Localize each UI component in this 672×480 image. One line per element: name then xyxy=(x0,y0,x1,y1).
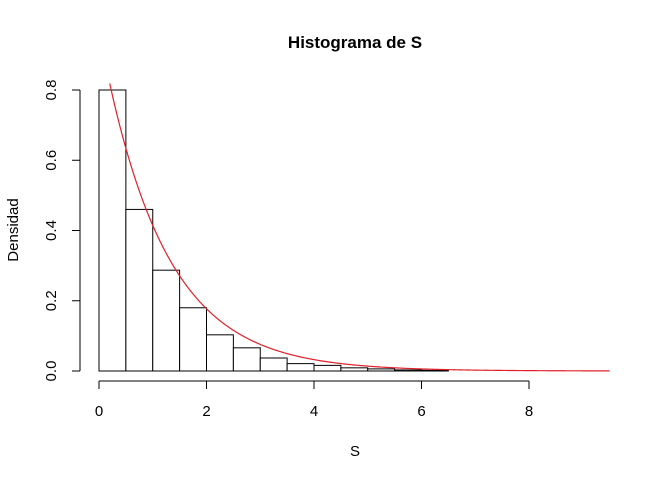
x-tick-label: 8 xyxy=(525,403,533,420)
y-axis-label: Densidad xyxy=(5,198,22,261)
histogram-bar xyxy=(259,357,288,372)
y-tick-label: 0.2 xyxy=(43,290,60,311)
density-curve-layer xyxy=(109,83,610,372)
histogram-bar xyxy=(367,368,396,372)
density-curve xyxy=(109,83,610,372)
histogram-bar xyxy=(286,363,315,372)
y-axis: 0.0 0.2 0.4 0.6 0.8 xyxy=(43,80,81,382)
x-tick-label: 0 xyxy=(95,403,103,420)
histogram-bars xyxy=(98,89,449,372)
chart-title: Histograma de S xyxy=(288,33,422,52)
histogram-bar xyxy=(340,367,369,372)
y-tick-label: 0.4 xyxy=(43,220,60,241)
histogram-bar xyxy=(98,89,127,372)
histogram-bar xyxy=(179,307,207,372)
histogram-bar xyxy=(394,369,422,372)
histogram-bar xyxy=(152,269,181,372)
histogram-bar xyxy=(313,364,342,372)
histogram-bar xyxy=(232,347,261,372)
x-tick-label: 4 xyxy=(310,403,318,420)
x-axis: 0 2 4 6 8 xyxy=(95,380,533,420)
histogram-bar xyxy=(421,369,449,372)
x-axis-label: S xyxy=(350,443,360,460)
x-tick-label: 6 xyxy=(417,403,425,420)
y-tick-label: 0.6 xyxy=(43,150,60,171)
histogram-bar xyxy=(206,334,234,372)
y-tick-label: 0.8 xyxy=(43,80,60,101)
y-tick-label: 0.0 xyxy=(43,361,60,382)
x-tick-label: 2 xyxy=(202,403,210,420)
histogram-bar xyxy=(125,208,154,372)
